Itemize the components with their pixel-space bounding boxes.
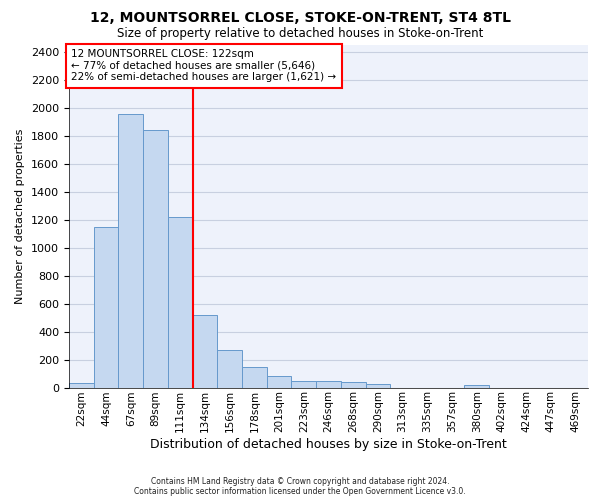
Bar xyxy=(316,381,341,388)
Text: 12, MOUNTSORREL CLOSE, STOKE-ON-TRENT, ST4 8TL: 12, MOUNTSORREL CLOSE, STOKE-ON-TRENT, S… xyxy=(89,11,511,25)
Bar xyxy=(341,382,365,388)
X-axis label: Distribution of detached houses by size in Stoke-on-Trent: Distribution of detached houses by size … xyxy=(150,438,507,451)
Bar xyxy=(143,130,168,388)
Bar xyxy=(365,384,390,388)
Bar xyxy=(292,380,316,388)
Text: 12 MOUNTSORREL CLOSE: 122sqm
← 77% of detached houses are smaller (5,646)
22% of: 12 MOUNTSORREL CLOSE: 122sqm ← 77% of de… xyxy=(71,49,337,82)
Bar xyxy=(168,217,193,388)
Bar xyxy=(242,366,267,388)
Bar xyxy=(118,114,143,388)
Text: Contains HM Land Registry data © Crown copyright and database right 2024.
Contai: Contains HM Land Registry data © Crown c… xyxy=(134,476,466,496)
Bar xyxy=(217,350,242,388)
Bar xyxy=(193,315,217,388)
Bar xyxy=(69,384,94,388)
Bar xyxy=(464,386,489,388)
Y-axis label: Number of detached properties: Number of detached properties xyxy=(16,128,25,304)
Bar xyxy=(94,226,118,388)
Text: Size of property relative to detached houses in Stoke-on-Trent: Size of property relative to detached ho… xyxy=(117,26,483,40)
Bar xyxy=(267,376,292,388)
